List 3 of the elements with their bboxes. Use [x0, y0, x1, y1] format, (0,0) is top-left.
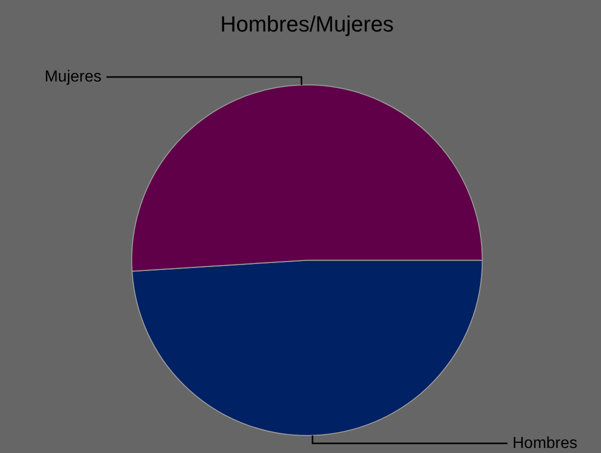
slice-label: Hombres: [512, 434, 578, 452]
chart-title: Hombres/Mujeres: [220, 11, 394, 36]
slice-label: Mujeres: [44, 68, 102, 86]
